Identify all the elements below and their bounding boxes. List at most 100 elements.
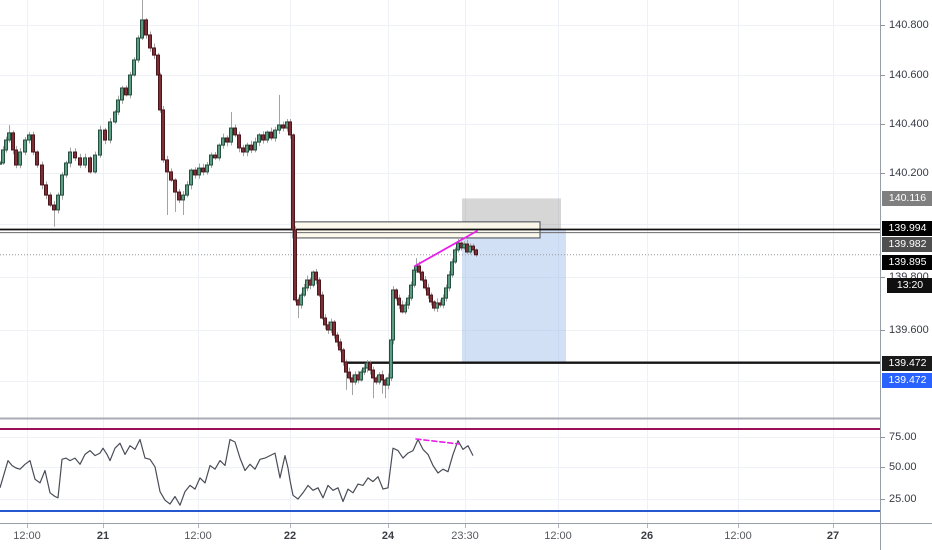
down-candle (317, 279, 321, 296)
time-axis[interactable]: 12:00 21 12:00 22 24 23:30 12:00 26 12:00 27 (0, 523, 932, 550)
down-candle (420, 271, 424, 281)
time-tickmark (738, 524, 739, 528)
time-tickmark (290, 524, 291, 528)
rsi-line (0, 438, 474, 506)
up-candle (113, 111, 117, 123)
down-candle (323, 317, 327, 326)
up-candle (302, 287, 306, 296)
rsi-tickmark (881, 466, 885, 468)
up-candle (120, 87, 124, 101)
up-candle (83, 157, 87, 166)
up-candle (1, 149, 5, 164)
down-candle (124, 87, 128, 96)
trendline-price[interactable] (414, 230, 478, 267)
up-candle (136, 37, 140, 61)
time-tickmark (198, 524, 199, 528)
price-tickmark (881, 329, 885, 331)
down-candle (269, 131, 273, 139)
down-candle (78, 157, 82, 166)
down-candle (291, 134, 295, 231)
down-candle (338, 341, 342, 351)
up-candle (245, 144, 249, 153)
time-tickmark (103, 524, 104, 528)
down-candle (394, 289, 398, 299)
price-axis[interactable]: 140.800 140.600 140.400 140.200 139.800 139.6… (880, 0, 932, 523)
trendline-rsi[interactable] (415, 438, 460, 445)
price-tickmark (881, 24, 885, 26)
time-tick-label: 12:00 (724, 530, 752, 542)
up-candle (197, 167, 201, 176)
down-candle (368, 362, 372, 371)
time-tickmark (647, 524, 648, 528)
down-candle (249, 144, 253, 151)
up-candle (447, 274, 451, 289)
down-candle (474, 249, 478, 256)
down-candle (161, 109, 165, 161)
price-tick-label: 140.400 (889, 118, 929, 130)
down-candle (281, 124, 285, 129)
axis-corner (880, 523, 932, 550)
time-tick-label: 22 (283, 530, 297, 542)
time-tick-label: 12:00 (184, 530, 212, 542)
down-candle (332, 321, 336, 336)
time-tick-label: 23:30 (451, 530, 479, 542)
down-candle (52, 204, 56, 211)
down-candle (35, 151, 39, 166)
down-candle (144, 19, 148, 36)
projection-zone-blue[interactable] (462, 229, 566, 363)
price-tick-label: 140.800 (889, 19, 929, 31)
rsi-tick-label: 25.00 (889, 493, 917, 505)
down-candle (426, 287, 430, 296)
up-candle (209, 154, 213, 166)
up-candle (189, 169, 193, 186)
up-candle (412, 269, 416, 286)
up-candle (64, 162, 68, 176)
up-candle (435, 302, 439, 309)
down-candle (213, 154, 217, 159)
time-tick-label: 21 (96, 530, 110, 542)
up-candle (229, 127, 233, 143)
time-tickmark (27, 524, 28, 528)
time-tick-label: 27 (826, 530, 840, 542)
up-candle (93, 154, 97, 173)
price-tickmark (881, 74, 885, 76)
up-candle (265, 131, 269, 141)
up-candle (116, 99, 120, 113)
time-tickmark (558, 524, 559, 528)
down-candle (173, 179, 177, 193)
down-candle (40, 164, 44, 186)
up-candle (453, 249, 457, 263)
down-candle (48, 194, 52, 206)
down-candle (11, 132, 15, 151)
down-candle (193, 169, 197, 176)
up-candle (4, 139, 8, 151)
down-candle (344, 361, 348, 373)
up-candle (27, 134, 31, 141)
up-candle (403, 304, 407, 313)
down-candle (423, 279, 427, 289)
price-tick-label: 140.200 (889, 167, 929, 179)
down-candle (225, 137, 229, 143)
up-candle (444, 287, 448, 299)
time-tick-label: 24 (381, 530, 395, 542)
down-candle (14, 149, 18, 166)
up-candle (391, 289, 395, 341)
down-candle (341, 349, 345, 363)
down-candle (31, 134, 35, 153)
price-label-badge: 139.994 (882, 220, 932, 236)
up-candle (277, 124, 281, 131)
time-tick-label: 12:00 (544, 530, 572, 542)
down-candle (471, 245, 475, 251)
up-candle (299, 294, 303, 306)
rsi-tick-label: 50.00 (889, 461, 917, 473)
up-candle (128, 74, 132, 96)
down-candle (201, 167, 205, 173)
price-tick-label: 139.600 (889, 324, 929, 336)
up-candle (450, 261, 454, 276)
time-tick-label: 26 (640, 530, 654, 542)
down-candle (233, 127, 237, 136)
up-candle (253, 141, 257, 151)
price-tickmark (881, 276, 885, 278)
rsi-tickmark (881, 498, 885, 500)
